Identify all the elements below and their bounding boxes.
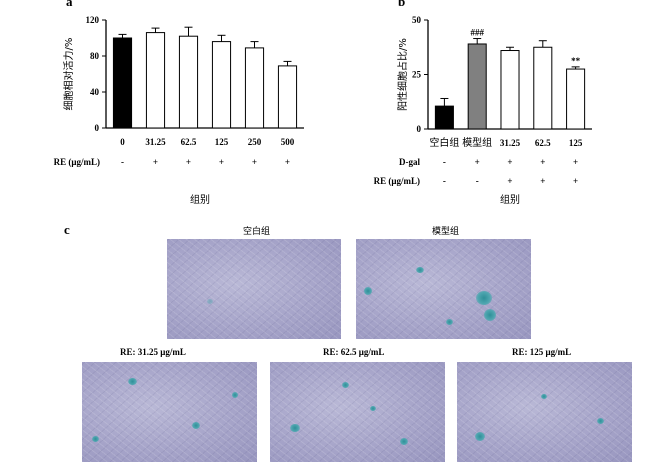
chart-a-condition-mark: + <box>186 157 191 167</box>
chart-a-y-tick-label: 40 <box>90 87 100 97</box>
chart-b-category-label: 62.5 <box>535 138 551 148</box>
chart-a-y-tick-label: 0 <box>95 123 100 133</box>
chart-a-bar <box>112 37 133 129</box>
chart-a-category-label: 125 <box>215 137 229 147</box>
chart-b-category-label: 125 <box>569 138 583 148</box>
chart-a-condition-mark: - <box>121 157 124 167</box>
chart-a-y-axis-label: 细胞相对活力/% <box>62 38 75 111</box>
chart-a-bar <box>244 47 265 129</box>
chart-a-condition-label: RE (μg/mL) <box>54 157 100 167</box>
chart-a-category-label: 62.5 <box>181 137 197 147</box>
chart-b-condition-mark: + <box>540 176 545 186</box>
chart-a-bar <box>178 35 199 129</box>
chart-b-condition-mark: + <box>540 157 545 167</box>
chart-b-condition-mark: - <box>443 176 446 186</box>
micrograph-re-125 <box>457 362 632 462</box>
chart-a-condition-mark: + <box>219 157 224 167</box>
chart-b-condition-mark: + <box>475 157 480 167</box>
chart-b-y-axis-label: 阳性细胞占比/% <box>396 38 409 111</box>
chart-b-category-label: 空白组 <box>429 136 459 149</box>
chart-b-condition-mark: + <box>573 157 578 167</box>
chart-a-condition-mark: + <box>252 157 257 167</box>
chart-a-category-label: 250 <box>248 137 262 147</box>
chart-b-bar <box>434 105 454 130</box>
chart-b-significance-mark: ** <box>571 56 581 66</box>
chart-a-x-axis-label: 组别 <box>190 193 210 206</box>
chart-a-condition-mark: + <box>153 157 158 167</box>
chart-a-bar <box>145 32 166 129</box>
chart-b-condition-mark: + <box>573 176 578 186</box>
chart-b-category-label: 31.25 <box>500 138 521 148</box>
chart-b-condition-mark: - <box>443 157 446 167</box>
chart-b-y-tick-label: 50 <box>412 15 422 25</box>
chart-b-panel-label: b <box>398 0 405 9</box>
chart-b-condition-mark: - <box>476 176 479 186</box>
panel-c-label: c <box>64 222 70 237</box>
chart-b-condition-mark: + <box>507 157 512 167</box>
chart-a-panel-label: a <box>66 0 73 9</box>
chart-b-bar <box>467 43 487 130</box>
chart-b-x-axis-label: 组别 <box>500 193 520 206</box>
micrograph-re-62 <box>270 362 445 462</box>
caption-re-62: RE: 62.5 μg/mL <box>323 347 385 357</box>
chart-a-category-label: 31.25 <box>145 137 166 147</box>
micrograph-control <box>167 239 341 339</box>
micrograph-model <box>356 239 531 339</box>
chart-b-y-tick-label: 25 <box>412 70 422 80</box>
chart-a-y-tick-label: 80 <box>90 51 100 61</box>
micrograph-re-31 <box>82 362 257 462</box>
chart-a-y-tick-label: 120 <box>86 15 100 25</box>
chart-b-y-tick-label: 0 <box>417 124 422 134</box>
chart-a-bar <box>211 41 232 129</box>
chart-b-bar <box>533 46 553 130</box>
chart-a-category-label: 0 <box>120 137 125 147</box>
caption-re-125: RE: 125 μg/mL <box>512 347 572 357</box>
chart-b-bar <box>566 68 586 130</box>
caption-model: 模型组 <box>432 227 460 237</box>
charts-canvas: a04080120细胞相对活力/%0-31.25+62.5+125+250+50… <box>54 0 592 206</box>
caption-re-31: RE: 31.25 μg/mL <box>120 347 186 357</box>
chart-b-bar <box>500 50 520 130</box>
chart-b-condition-mark: + <box>507 176 512 186</box>
chart-b-significance-mark: ### <box>470 28 484 38</box>
caption-control: 空白组 <box>243 227 271 237</box>
chart-a-condition-mark: + <box>285 157 290 167</box>
chart-b-category-label: 模型组 <box>462 136 492 149</box>
chart-a-category-label: 500 <box>281 137 295 147</box>
chart-b-condition-label: RE (μg/mL) <box>374 176 420 186</box>
chart-a-bar <box>277 65 298 129</box>
chart-b-condition-label: D-gal <box>399 157 420 167</box>
